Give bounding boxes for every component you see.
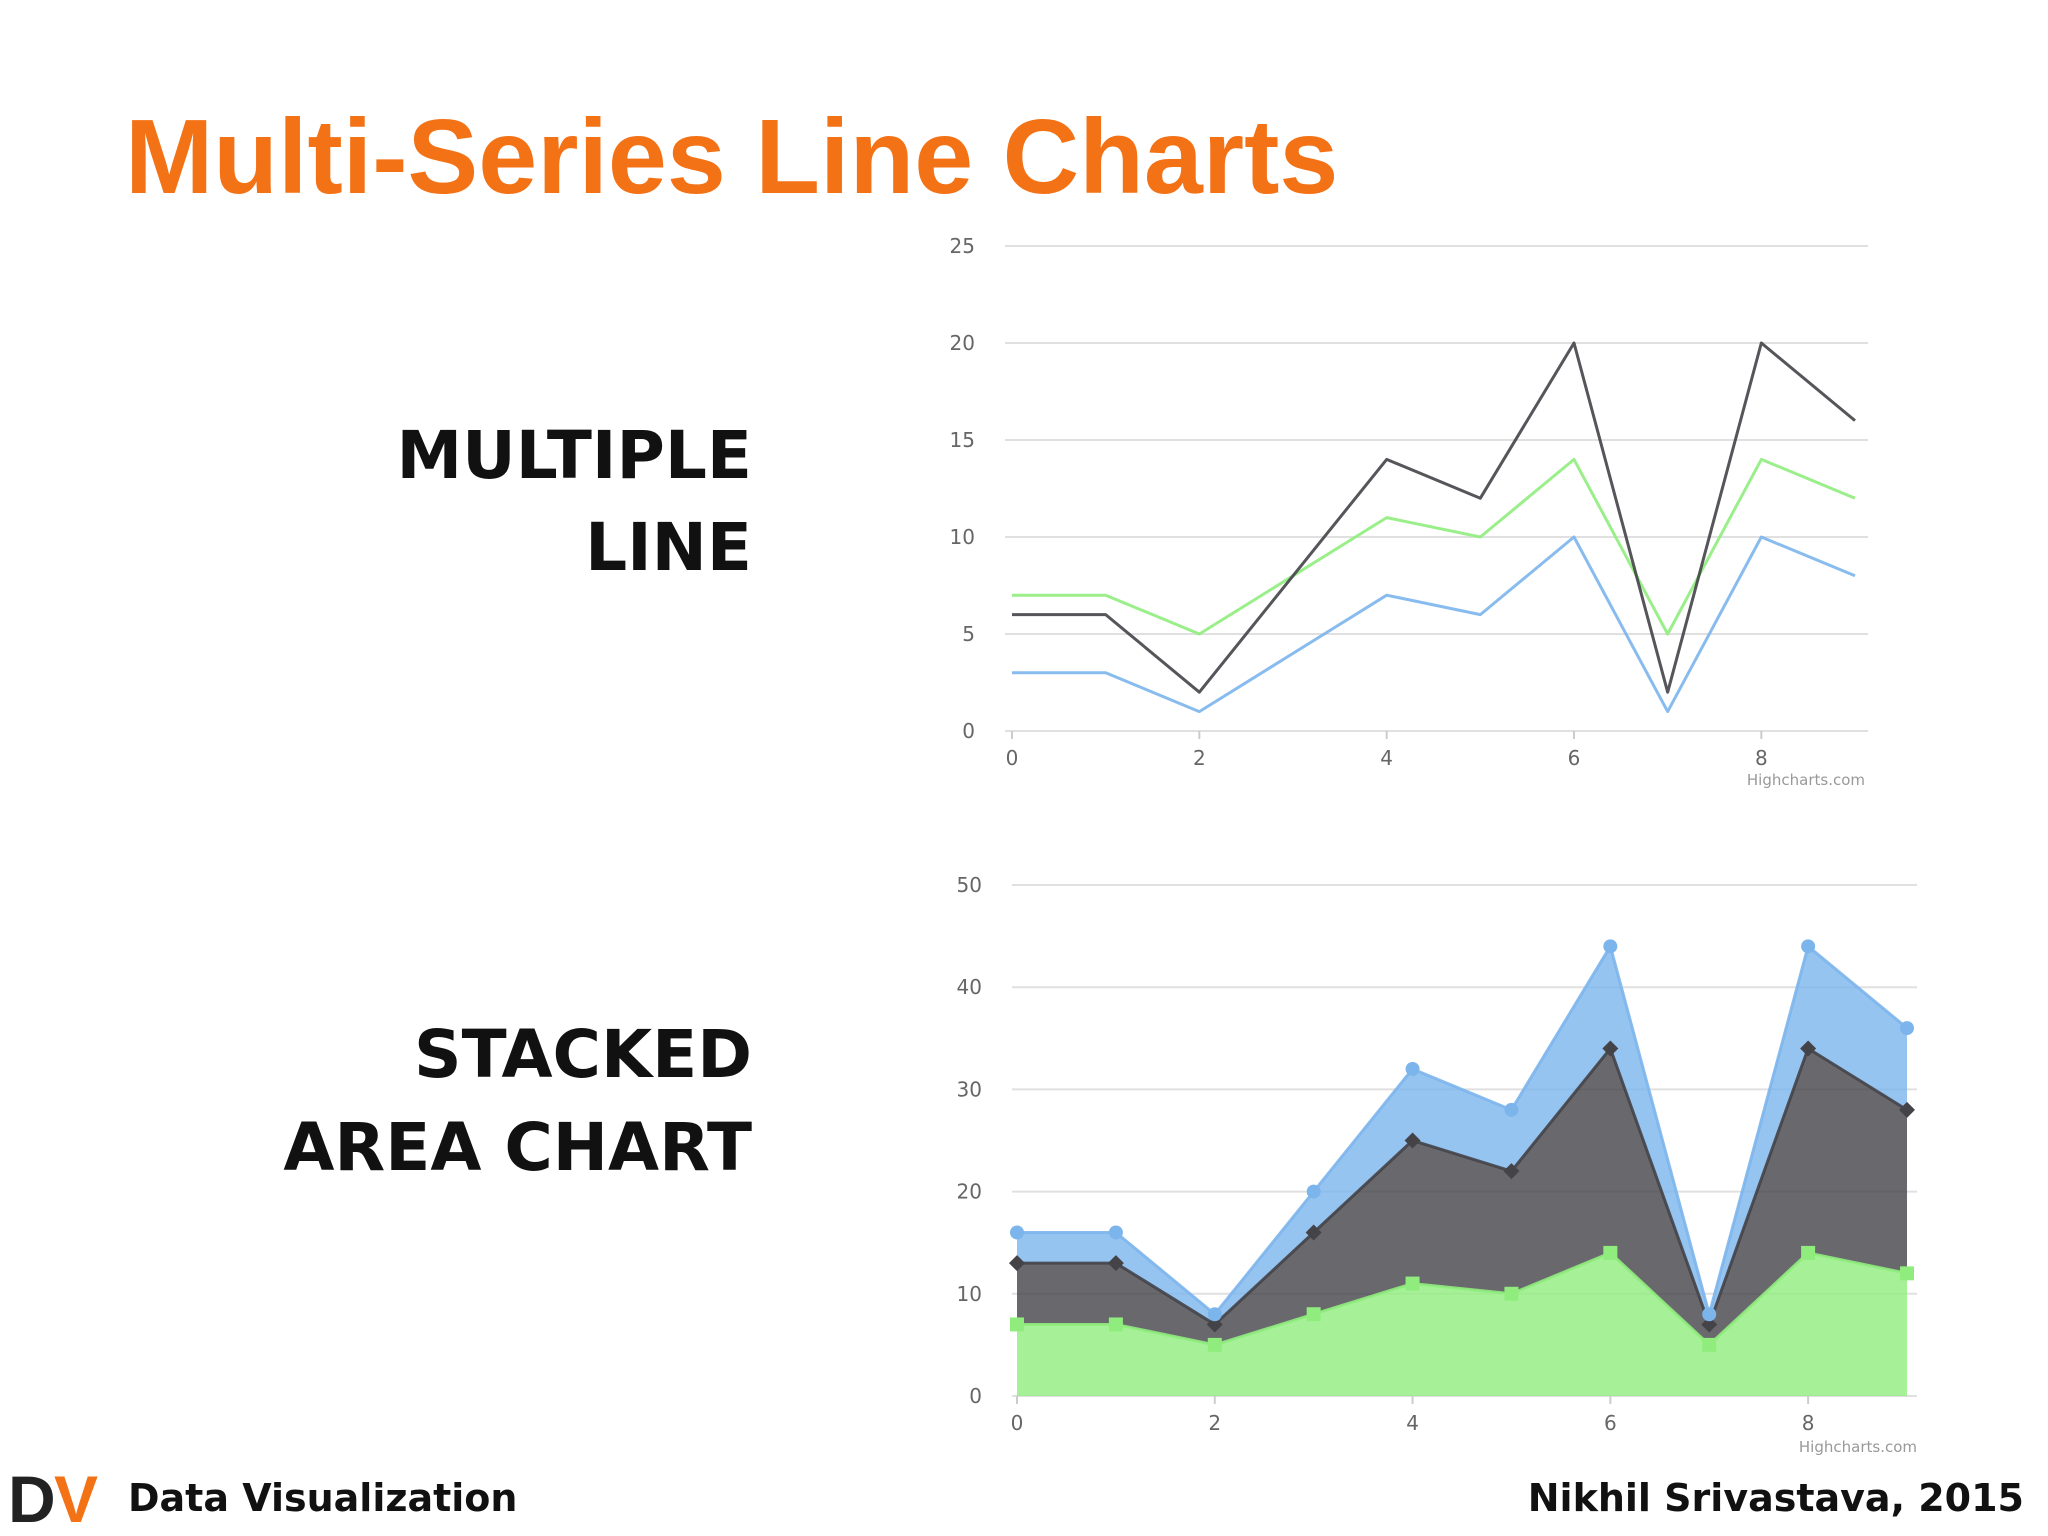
- x-tick-label: 0: [1011, 1411, 1024, 1435]
- x-tick-label: 2: [1208, 1411, 1221, 1435]
- y-tick-label: 40: [957, 975, 982, 999]
- area-fill: [1017, 1048, 1907, 1345]
- section-label: MULTIPLE: [397, 417, 753, 494]
- x-tick-label: 4: [1406, 1411, 1419, 1435]
- x-tick-label: 4: [1380, 746, 1393, 770]
- point: [1009, 1255, 1025, 1272]
- point: [1900, 1021, 1914, 1036]
- y-tick-label: 0: [962, 719, 975, 743]
- x-tick-label: 8: [1802, 1411, 1815, 1435]
- point: [1603, 1245, 1618, 1260]
- y-tick-label: 30: [957, 1077, 982, 1101]
- point: [1306, 1184, 1321, 1199]
- logo: D: [8, 1462, 56, 1536]
- logo: V: [54, 1462, 98, 1536]
- y-tick-label: 0: [969, 1384, 982, 1408]
- point: [1207, 1337, 1222, 1352]
- point: [1602, 1040, 1619, 1057]
- point: [1800, 1040, 1817, 1057]
- point: [1405, 1276, 1420, 1291]
- x-tick-label: 6: [1604, 1411, 1617, 1435]
- point: [1405, 1061, 1420, 1076]
- point: [1900, 1266, 1914, 1281]
- area-fill: [1017, 946, 1907, 1325]
- point: [1404, 1132, 1421, 1149]
- point: [1108, 1317, 1123, 1332]
- point: [1701, 1316, 1718, 1333]
- point: [1702, 1307, 1717, 1322]
- point: [1503, 1163, 1520, 1180]
- point: [1206, 1316, 1223, 1333]
- x-tick-label: 2: [1193, 746, 1206, 770]
- y-tick-label: 50: [957, 873, 982, 897]
- footer-text: Data Visualization: [128, 1476, 517, 1520]
- point: [1603, 939, 1618, 954]
- section-label: AREA CHART: [283, 1109, 752, 1186]
- point: [1010, 1317, 1024, 1332]
- series-line: [1012, 341, 1856, 694]
- footer-text: Nikhil Srivastava, 2015: [1528, 1476, 2024, 1520]
- point: [1107, 1255, 1124, 1272]
- x-tick-label: 0: [1006, 746, 1019, 770]
- series-line: [1012, 535, 1856, 714]
- point: [1108, 1225, 1123, 1240]
- section-label: STACKED: [414, 1016, 752, 1093]
- point: [1801, 1245, 1816, 1260]
- section-label: LINE: [585, 509, 752, 586]
- point: [1702, 1337, 1717, 1352]
- area-fill: [1017, 1252, 1907, 1396]
- point: [1504, 1102, 1519, 1117]
- x-tick-label: 8: [1755, 746, 1768, 770]
- credit: Highcharts.com: [1747, 771, 1865, 789]
- slide-title: Multi-Series Line Charts: [125, 98, 1338, 216]
- series-line: [1012, 457, 1856, 636]
- y-tick-label: 20: [957, 1180, 982, 1204]
- point: [1305, 1224, 1322, 1241]
- point: [1306, 1307, 1321, 1322]
- point: [1010, 1225, 1024, 1240]
- series-line: [1017, 1251, 1908, 1347]
- y-tick-label: 10: [957, 1282, 982, 1306]
- y-tick-label: 15: [950, 428, 975, 452]
- credit: Highcharts.com: [1799, 1438, 1917, 1456]
- y-tick-label: 10: [950, 525, 975, 549]
- point: [1504, 1286, 1519, 1301]
- y-tick-label: 25: [950, 234, 975, 258]
- y-tick-label: 5: [962, 622, 975, 646]
- point: [1899, 1101, 1915, 1118]
- series-line: [1017, 944, 1908, 1316]
- y-tick-label: 20: [950, 331, 975, 355]
- x-tick-label: 6: [1568, 746, 1581, 770]
- series-line: [1017, 1047, 1908, 1326]
- point: [1801, 939, 1816, 954]
- point: [1207, 1307, 1222, 1322]
